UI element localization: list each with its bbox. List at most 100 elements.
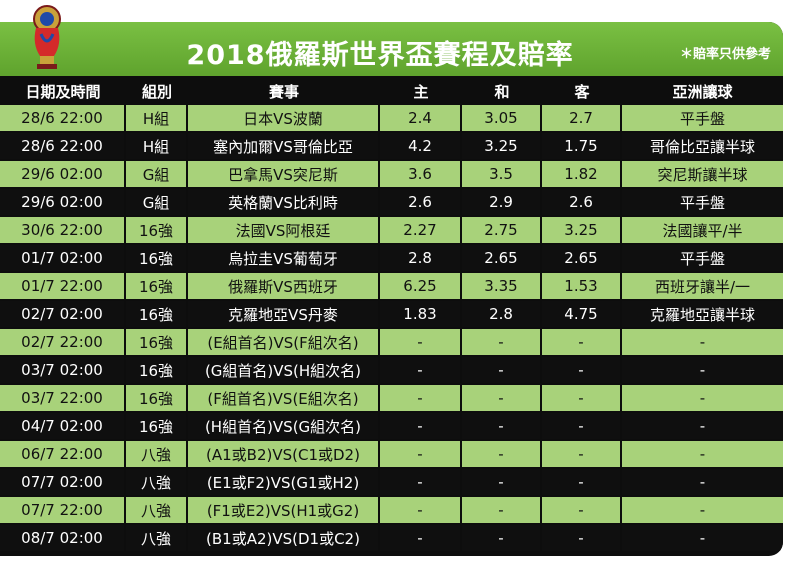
- table-row: 02/7 02:00 16強 克羅地亞VS丹麥 1.83 2.8 4.75 克羅地亞讓半球: [0, 301, 783, 327]
- row-datetime: 03/7 22:00: [0, 385, 126, 411]
- row-match: (H組首名)VS(G組次名): [188, 413, 380, 439]
- row-match: 克羅地亞VS丹麥: [188, 301, 380, 327]
- row-home-odds: 1.83: [380, 301, 462, 327]
- table-row: 02/7 22:00 16強 (E組首名)VS(F組次名) - - - -: [0, 329, 783, 355]
- row-group: 八強: [126, 441, 188, 467]
- row-datetime: 07/7 22:00: [0, 497, 126, 523]
- table-header-row: 日期及時間 組別 賽事 主 和 客 亞洲讓球: [0, 79, 783, 103]
- row-away-odds: 3.25: [542, 217, 622, 243]
- row-handicap: 平手盤: [622, 105, 783, 131]
- header-draw: 和: [462, 79, 542, 103]
- row-group: G組: [126, 161, 188, 187]
- row-home-odds: -: [380, 469, 462, 495]
- odds-disclaimer: ＊賠率只供參考: [679, 47, 771, 62]
- row-handicap: -: [622, 329, 783, 355]
- schedule-body: 28/6 22:00 H組 日本VS波蘭 2.4 3.05 2.7 平手盤 28/6 22:0…: [0, 105, 783, 551]
- row-away-odds: -: [542, 413, 622, 439]
- row-datetime: 03/7 02:00: [0, 357, 126, 383]
- row-group: 16強: [126, 385, 188, 411]
- table-row: 07/7 02:00 八強 (E1或F2)VS(G1或H2) - - - -: [0, 469, 783, 495]
- row-away-odds: 2.6: [542, 189, 622, 215]
- table-row: 28/6 22:00 H組 塞內加爾VS哥倫比亞 4.2 3.25 1.75 哥倫比亞讓半球: [0, 133, 783, 159]
- row-home-odds: -: [380, 413, 462, 439]
- table-row: 03/7 22:00 16強 (F組首名)VS(E組次名) - - - -: [0, 385, 783, 411]
- row-datetime: 02/7 22:00: [0, 329, 126, 355]
- row-draw-odds: -: [462, 329, 542, 355]
- row-group: 16強: [126, 357, 188, 383]
- row-handicap: 哥倫比亞讓半球: [622, 133, 783, 159]
- row-home-odds: -: [380, 497, 462, 523]
- row-datetime: 29/6 02:00: [0, 161, 126, 187]
- row-draw-odds: 3.35: [462, 273, 542, 299]
- row-datetime: 01/7 02:00: [0, 245, 126, 271]
- row-datetime: 29/6 02:00: [0, 189, 126, 215]
- row-match: 法國VS阿根廷: [188, 217, 380, 243]
- header-home: 主: [380, 79, 462, 103]
- page-title: 2018俄羅斯世界盃賽程及賠率: [186, 40, 574, 71]
- row-group: 16強: [126, 301, 188, 327]
- row-handicap: -: [622, 497, 783, 523]
- row-datetime: 04/7 02:00: [0, 413, 126, 439]
- row-group: 16強: [126, 217, 188, 243]
- row-away-odds: -: [542, 497, 622, 523]
- row-handicap: -: [622, 441, 783, 467]
- row-group: 16強: [126, 273, 188, 299]
- row-match: (G組首名)VS(H組次名): [188, 357, 380, 383]
- row-group: H組: [126, 133, 188, 159]
- row-match: (F1或E2)VS(H1或G2): [188, 497, 380, 523]
- row-away-odds: 1.53: [542, 273, 622, 299]
- row-group: H組: [126, 105, 188, 131]
- row-home-odds: 2.4: [380, 105, 462, 131]
- row-home-odds: 4.2: [380, 133, 462, 159]
- row-home-odds: -: [380, 329, 462, 355]
- row-datetime: 28/6 22:00: [0, 105, 126, 131]
- table-row: 01/7 02:00 16強 烏拉圭VS葡萄牙 2.8 2.65 2.65 平手盤: [0, 245, 783, 271]
- row-draw-odds: 2.65: [462, 245, 542, 271]
- row-draw-odds: -: [462, 497, 542, 523]
- row-match: (A1或B2)VS(C1或D2): [188, 441, 380, 467]
- row-datetime: 02/7 02:00: [0, 301, 126, 327]
- row-draw-odds: -: [462, 525, 542, 551]
- row-match: (E1或F2)VS(G1或H2): [188, 469, 380, 495]
- row-group: 八強: [126, 469, 188, 495]
- row-draw-odds: -: [462, 357, 542, 383]
- row-home-odds: 2.27: [380, 217, 462, 243]
- row-match: (B1或A2)VS(D1或C2): [188, 525, 380, 551]
- row-handicap: 克羅地亞讓半球: [622, 301, 783, 327]
- row-datetime: 06/7 22:00: [0, 441, 126, 467]
- row-away-odds: -: [542, 525, 622, 551]
- row-match: 烏拉圭VS葡萄牙: [188, 245, 380, 271]
- row-datetime: 28/6 22:00: [0, 133, 126, 159]
- header-asian-handicap: 亞洲讓球: [622, 79, 783, 103]
- table-row: 29/6 02:00 G組 英格蘭VS比利時 2.6 2.9 2.6 平手盤: [0, 189, 783, 215]
- title-banner: 2018俄羅斯世界盃賽程及賠率 ＊賠率只供參考: [0, 22, 783, 76]
- world-cup-trophy-logo: [33, 5, 61, 69]
- row-handicap: 突尼斯讓半球: [622, 161, 783, 187]
- row-draw-odds: -: [462, 441, 542, 467]
- row-away-odds: -: [542, 329, 622, 355]
- row-handicap: -: [622, 525, 783, 551]
- row-home-odds: -: [380, 385, 462, 411]
- row-handicap: -: [622, 385, 783, 411]
- row-handicap: 平手盤: [622, 245, 783, 271]
- row-draw-odds: 2.9: [462, 189, 542, 215]
- row-draw-odds: 2.75: [462, 217, 542, 243]
- row-away-odds: -: [542, 357, 622, 383]
- row-away-odds: 4.75: [542, 301, 622, 327]
- row-handicap: -: [622, 469, 783, 495]
- row-handicap: -: [622, 357, 783, 383]
- schedule-table: 日期及時間 組別 賽事 主 和 客 亞洲讓球 28/6 22:00 H組 日本VS波…: [0, 77, 783, 553]
- row-away-odds: 2.7: [542, 105, 622, 131]
- row-group: G組: [126, 189, 188, 215]
- row-home-odds: 6.25: [380, 273, 462, 299]
- row-handicap: 西班牙讓半/一: [622, 273, 783, 299]
- row-draw-odds: 3.05: [462, 105, 542, 131]
- row-home-odds: 3.6: [380, 161, 462, 187]
- row-group: 八強: [126, 497, 188, 523]
- row-match: (E組首名)VS(F組次名): [188, 329, 380, 355]
- table-row: 07/7 22:00 八強 (F1或E2)VS(H1或G2) - - - -: [0, 497, 783, 523]
- row-away-odds: -: [542, 469, 622, 495]
- header-group: 組別: [126, 79, 188, 103]
- row-match: (F組首名)VS(E組次名): [188, 385, 380, 411]
- row-draw-odds: 3.5: [462, 161, 542, 187]
